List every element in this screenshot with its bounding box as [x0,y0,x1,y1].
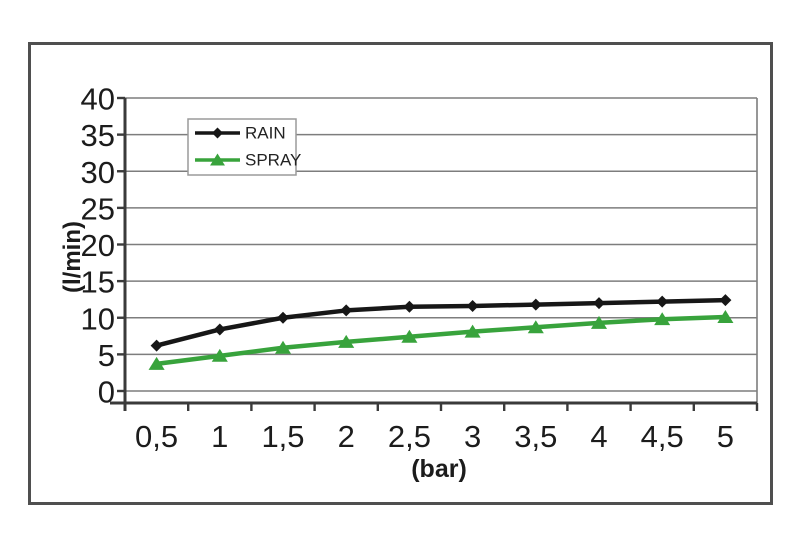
marker-diamond-rain [403,300,416,313]
marker-triangle-spray [527,320,544,334]
y-axis-title: (l/min) [59,221,86,293]
marker-triangle-spray [211,348,228,362]
marker-diamond-rain [656,295,669,308]
x-tick-label: 3,5 [514,419,557,454]
marker-triangle-spray [717,310,734,323]
y-tick-label: 20 [81,228,115,263]
x-tick-label: 1 [211,419,228,454]
series-line-spray [154,314,728,367]
x-tick-label: 5 [717,419,734,454]
marker-triangle-spray [590,315,608,329]
y-tick-label: 35 [81,118,115,153]
series-line-rain [154,297,728,348]
legend-label-rain: RAIN [245,124,286,143]
legend-label-spray: SPRAY [245,151,301,170]
marker-triangle-spray [654,312,671,326]
marker-diamond-rain [150,339,163,352]
x-tick-label: 0,5 [135,419,178,454]
marker-diamond-rain [719,294,732,307]
legend-box [187,118,297,176]
marker-triangle-spray [148,356,165,370]
y-tick-label: 15 [81,265,115,300]
marker-triangle-spray [274,340,292,354]
x-tick-label: 2,5 [388,419,431,454]
marker-triangle-spray [464,324,481,338]
x-tick-label: 4,5 [641,419,684,454]
y-tick-label: 0 [98,375,115,410]
legend-swatch-triangle-spray [210,153,225,166]
y-tick-label: 10 [81,301,115,336]
x-tick-label: 4 [590,419,607,454]
y-tick-label: 30 [81,155,115,190]
marker-triangle-spray [401,329,418,343]
y-tick-label: 5 [98,338,115,373]
marker-diamond-rain [340,304,353,317]
marker-diamond-rain [466,300,479,313]
x-tick-label: 1,5 [261,419,304,454]
chart-frame: 0 5 10 15 20 25 30 35 40 0,5 1 1,5 2 2,5 3 3,5 4 4,5 5 RAIN… [28,42,773,505]
x-axis-title: (bar) [411,455,467,483]
marker-triangle-spray [338,334,355,348]
legend-swatch-diamond-rain [212,127,223,139]
x-tick-label: 2 [338,419,355,454]
marker-diamond-rain [277,311,289,324]
y-tick-label: 40 [81,82,115,117]
x-tick-label: 3 [464,419,481,454]
y-tick-label: 25 [81,191,115,226]
marker-diamond-rain [593,297,605,310]
marker-diamond-rain [529,298,542,311]
marker-diamond-rain [213,323,226,336]
